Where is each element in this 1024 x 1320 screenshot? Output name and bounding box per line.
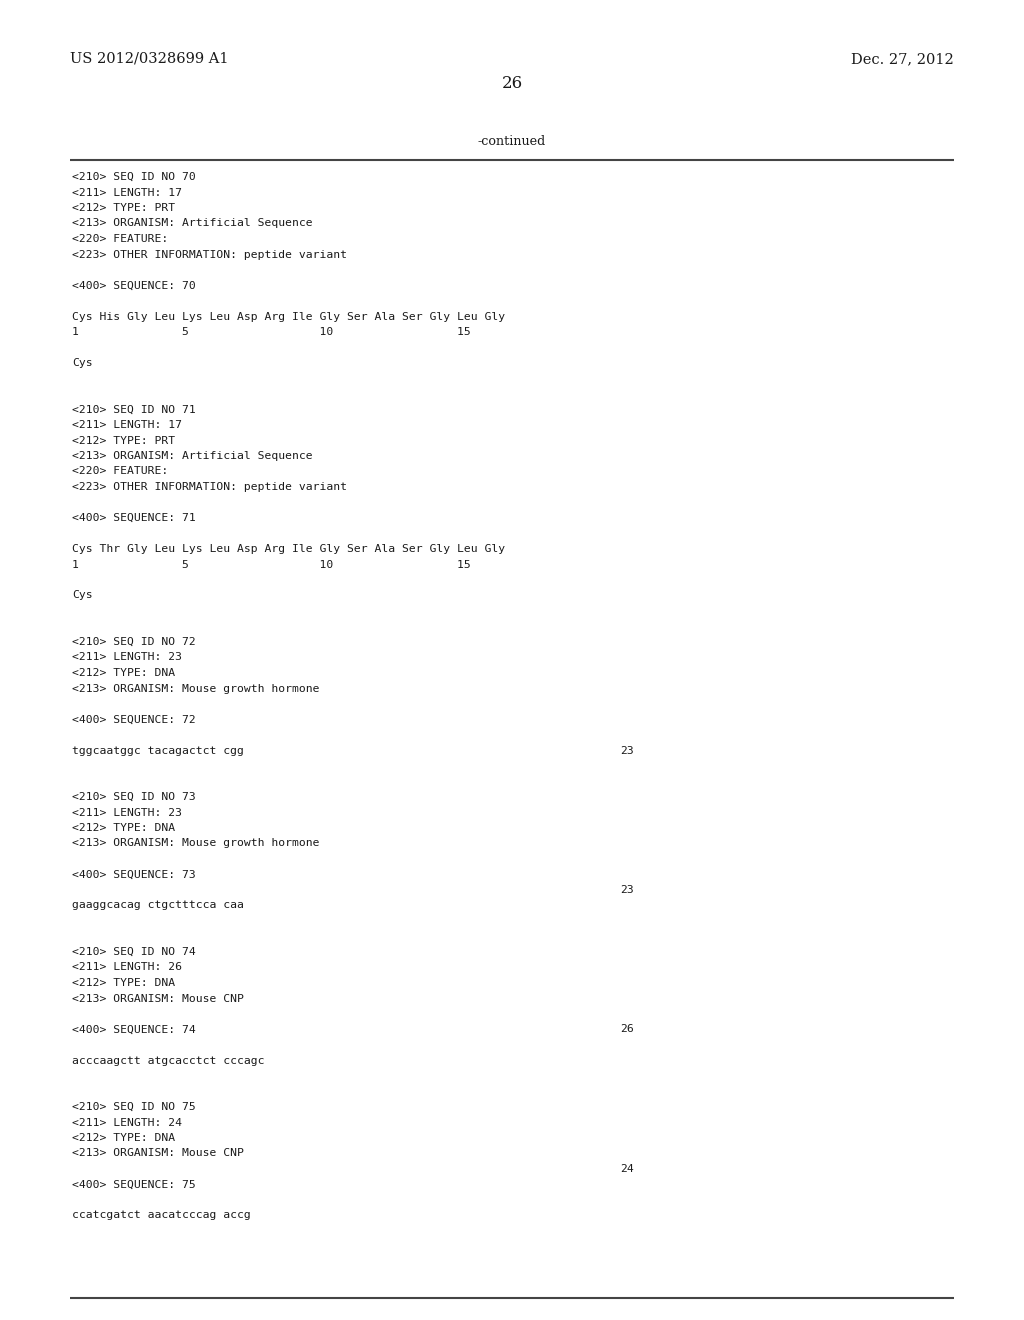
- Text: <210> SEQ ID NO 73: <210> SEQ ID NO 73: [72, 792, 196, 803]
- Text: <211> LENGTH: 26: <211> LENGTH: 26: [72, 962, 182, 973]
- Text: <400> SEQUENCE: 71: <400> SEQUENCE: 71: [72, 513, 196, 523]
- Text: <210> SEQ ID NO 70: <210> SEQ ID NO 70: [72, 172, 196, 182]
- Text: gaaggcacag ctgctttcca caa: gaaggcacag ctgctttcca caa: [72, 900, 244, 911]
- Text: Cys His Gly Leu Lys Leu Asp Arg Ile Gly Ser Ala Ser Gly Leu Gly: Cys His Gly Leu Lys Leu Asp Arg Ile Gly …: [72, 312, 505, 322]
- Text: <212> TYPE: DNA: <212> TYPE: DNA: [72, 978, 175, 987]
- Text: US 2012/0328699 A1: US 2012/0328699 A1: [70, 51, 228, 66]
- Text: <213> ORGANISM: Artificial Sequence: <213> ORGANISM: Artificial Sequence: [72, 219, 312, 228]
- Text: <211> LENGTH: 24: <211> LENGTH: 24: [72, 1118, 182, 1127]
- Text: ccatcgatct aacatcccag accg: ccatcgatct aacatcccag accg: [72, 1210, 251, 1221]
- Text: <211> LENGTH: 23: <211> LENGTH: 23: [72, 808, 182, 817]
- Text: <400> SEQUENCE: 70: <400> SEQUENCE: 70: [72, 281, 196, 290]
- Text: <212> TYPE: DNA: <212> TYPE: DNA: [72, 822, 175, 833]
- Text: Cys: Cys: [72, 590, 92, 601]
- Text: <212> TYPE: PRT: <212> TYPE: PRT: [72, 203, 175, 213]
- Text: <211> LENGTH: 23: <211> LENGTH: 23: [72, 652, 182, 663]
- Text: <220> FEATURE:: <220> FEATURE:: [72, 466, 168, 477]
- Text: <212> TYPE: DNA: <212> TYPE: DNA: [72, 668, 175, 678]
- Text: 23: 23: [620, 746, 634, 755]
- Text: 23: 23: [620, 884, 634, 895]
- Text: <211> LENGTH: 17: <211> LENGTH: 17: [72, 187, 182, 198]
- Text: <213> ORGANISM: Mouse CNP: <213> ORGANISM: Mouse CNP: [72, 1148, 244, 1159]
- Text: <400> SEQUENCE: 74: <400> SEQUENCE: 74: [72, 1024, 196, 1035]
- Text: 1               5                   10                  15: 1 5 10 15: [72, 327, 471, 337]
- Text: <223> OTHER INFORMATION: peptide variant: <223> OTHER INFORMATION: peptide variant: [72, 482, 347, 492]
- Text: Cys: Cys: [72, 358, 92, 368]
- Text: <400> SEQUENCE: 72: <400> SEQUENCE: 72: [72, 714, 196, 725]
- Text: <211> LENGTH: 17: <211> LENGTH: 17: [72, 420, 182, 430]
- Text: -continued: -continued: [478, 135, 546, 148]
- Text: 24: 24: [620, 1164, 634, 1173]
- Text: <213> ORGANISM: Mouse growth hormone: <213> ORGANISM: Mouse growth hormone: [72, 838, 319, 849]
- Text: <400> SEQUENCE: 75: <400> SEQUENCE: 75: [72, 1180, 196, 1189]
- Text: <212> TYPE: DNA: <212> TYPE: DNA: [72, 1133, 175, 1143]
- Text: <400> SEQUENCE: 73: <400> SEQUENCE: 73: [72, 870, 196, 879]
- Text: Dec. 27, 2012: Dec. 27, 2012: [851, 51, 954, 66]
- Text: <210> SEQ ID NO 75: <210> SEQ ID NO 75: [72, 1102, 196, 1111]
- Text: <210> SEQ ID NO 71: <210> SEQ ID NO 71: [72, 404, 196, 414]
- Text: <223> OTHER INFORMATION: peptide variant: <223> OTHER INFORMATION: peptide variant: [72, 249, 347, 260]
- Text: <220> FEATURE:: <220> FEATURE:: [72, 234, 168, 244]
- Text: <212> TYPE: PRT: <212> TYPE: PRT: [72, 436, 175, 446]
- Text: <213> ORGANISM: Mouse CNP: <213> ORGANISM: Mouse CNP: [72, 994, 244, 1003]
- Text: <213> ORGANISM: Mouse growth hormone: <213> ORGANISM: Mouse growth hormone: [72, 684, 319, 693]
- Text: tggcaatggc tacagactct cgg: tggcaatggc tacagactct cgg: [72, 746, 244, 755]
- Text: Cys Thr Gly Leu Lys Leu Asp Arg Ile Gly Ser Ala Ser Gly Leu Gly: Cys Thr Gly Leu Lys Leu Asp Arg Ile Gly …: [72, 544, 505, 554]
- Text: 26: 26: [620, 1024, 634, 1035]
- Text: <210> SEQ ID NO 74: <210> SEQ ID NO 74: [72, 946, 196, 957]
- Text: <210> SEQ ID NO 72: <210> SEQ ID NO 72: [72, 638, 196, 647]
- Text: 26: 26: [502, 75, 522, 92]
- Text: acccaagctt atgcacctct cccagc: acccaagctt atgcacctct cccagc: [72, 1056, 264, 1065]
- Text: 1               5                   10                  15: 1 5 10 15: [72, 560, 471, 569]
- Text: <213> ORGANISM: Artificial Sequence: <213> ORGANISM: Artificial Sequence: [72, 451, 312, 461]
